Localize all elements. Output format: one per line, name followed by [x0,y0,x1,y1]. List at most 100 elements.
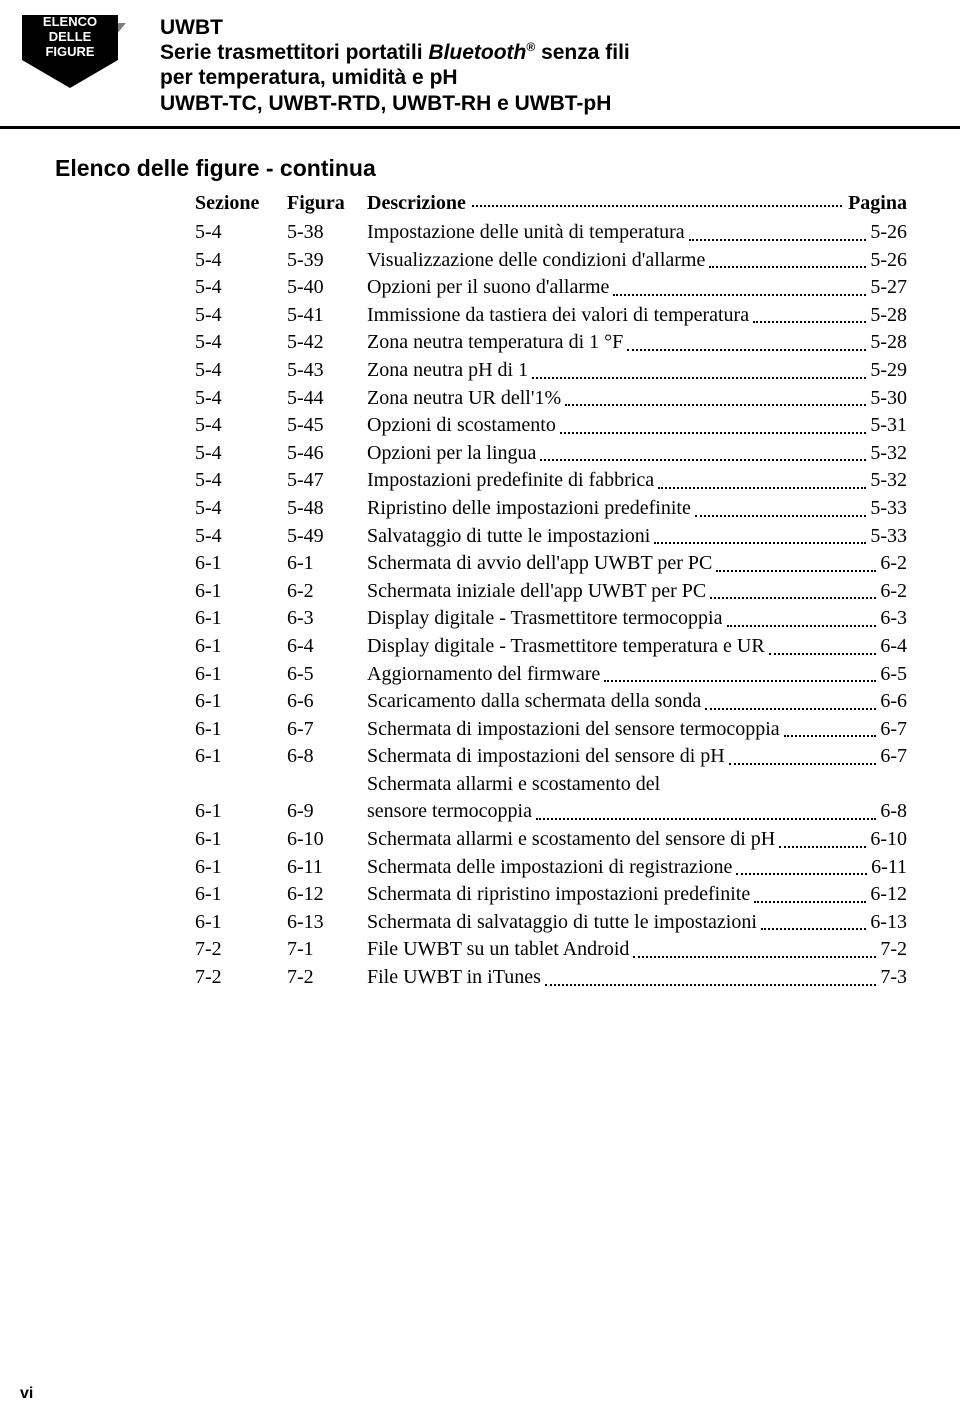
table-row: 5-45-44Zona neutra UR dell'1% 5-30 [195,385,907,413]
cell-sezione: 7-2 [195,936,287,964]
table-row: 5-45-40Opzioni per il suono d'allarme 5-… [195,274,907,302]
cell-descrizione-pagina: Display digitale - Trasmettitore termoco… [367,605,907,633]
cell-sezione: 6-1 [195,798,287,826]
table-row: 6-16-8Schermata di impostazioni del sens… [195,743,907,771]
cell-descrizione-pagina: Visualizzazione delle condizioni d'allar… [367,247,907,275]
table-row: 5-45-47Impostazioni predefinite di fabbr… [195,467,907,495]
cell-figura: 7-2 [287,964,367,992]
cell-descrizione: Impostazione delle unità di temperatura [367,219,685,247]
table-row: 5-45-39Visualizzazione delle condizioni … [195,247,907,275]
cell-descrizione-pagina: Schermata allarmi e scostamento del sens… [367,826,907,854]
badge-label-box: ELENCO DELLE FIGURE [22,15,118,60]
cell-descrizione-pagina: Ripristino delle impostazioni predefinit… [367,495,907,523]
cell-pagina: 5-33 [870,495,907,523]
table-row: 6-16-10Schermata allarmi e scostamento d… [195,826,907,854]
cell-descrizione: Salvataggio di tutte le impostazioni [367,523,650,551]
cell-pagina: 5-30 [870,385,907,413]
table-row: 6-16-12Schermata di ripristino impostazi… [195,881,907,909]
header-title: UWBT [160,15,630,40]
cell-sezione: 6-1 [195,826,287,854]
badge-line1: ELENCO DELLE [22,15,118,45]
cell-descrizione-pagina: Zona neutra pH di 1 5-29 [367,357,907,385]
header-leader-dots [472,192,842,207]
table-row: 6-16-2Schermata iniziale dell'app UWBT p… [195,578,907,606]
cell-descrizione-cont: sensore termocoppia [367,798,532,826]
leader-dots [536,806,876,820]
cell-descrizione-pagina: Schermata di impostazioni del sensore di… [367,743,907,771]
header-divider [0,126,960,129]
table-row: 6-16-13Schermata di salvataggio di tutte… [195,909,907,937]
cell-sezione: 6-1 [195,909,287,937]
cell-descrizione-pagina: Salvataggio di tutte le impostazioni 5-3… [367,523,907,551]
cell-figura: 6-12 [287,881,367,909]
leader-dots [754,889,866,903]
leader-dots [705,696,876,710]
cell-descrizione-pagina: Opzioni di scostamento 5-31 [367,412,907,440]
cell-pagina: 6-2 [880,550,907,578]
cell-descrizione: Zona neutra UR dell'1% [367,385,561,413]
header-sub-post: senza fili [535,41,630,64]
cell-sezione: 5-4 [195,274,287,302]
cell-pagina: 6-12 [870,881,907,909]
col-descrizione-pagina: Descrizione Pagina [367,192,907,215]
cell-pagina: 6-5 [880,661,907,689]
cell-pagina: 5-26 [870,219,907,247]
cell-figura: 5-49 [287,523,367,551]
cell-figura: 6-13 [287,909,367,937]
badge-line2: FIGURE [45,45,94,60]
cell-sezione: 6-1 [195,550,287,578]
header-sub-pre: Serie trasmettitori portatili [160,41,428,64]
cell-descrizione: Schermata delle impostazioni di registra… [367,854,732,882]
leader-dots [613,282,866,296]
table-row: 5-45-41Immissione da tastiera dei valori… [195,302,907,330]
table-row: 6-16-9Schermata allarmi e scostamento de… [195,771,907,826]
cell-sezione: 6-1 [195,661,287,689]
cell-descrizione-pagina: Schermata di avvio dell'app UWBT per PC … [367,550,907,578]
cell-descrizione-pagina: Opzioni per il suono d'allarme 5-27 [367,274,907,302]
cell-sezione: 6-1 [195,854,287,882]
table-row: 6-16-6Scaricamento dalla schermata della… [195,688,907,716]
section-badge: ELENCO DELLE FIGURE [22,15,127,91]
cell-figura: 6-10 [287,826,367,854]
leader-dots [532,365,866,379]
table-row: 5-45-43Zona neutra pH di 1 5-29 [195,357,907,385]
cell-figura: 6-9 [287,798,367,826]
cell-descrizione-pagina: File UWBT in iTunes 7-3 [367,964,907,992]
cell-figura: 6-7 [287,716,367,744]
col-pagina: Pagina [848,192,907,215]
table-row: 6-16-11Schermata delle impostazioni di r… [195,854,907,882]
cell-sezione: 5-4 [195,247,287,275]
leader-dots [689,227,867,241]
cell-pagina: 6-3 [880,605,907,633]
page-number: vi [20,1385,33,1403]
cell-descrizione-pagina: Impostazione delle unità di temperatura … [367,219,907,247]
header-sub-reg: ® [526,40,535,54]
table-row: 5-45-45Opzioni di scostamento 5-31 [195,412,907,440]
leader-dots [736,861,867,875]
cell-sezione: 5-4 [195,385,287,413]
cell-pagina: 5-32 [870,467,907,495]
leader-dots [769,641,877,655]
cell-pagina: 5-31 [870,412,907,440]
col-figura: Figura [287,192,367,215]
cell-descrizione: Schermata di salvataggio di tutte le imp… [367,909,757,937]
cell-figura: 5-38 [287,219,367,247]
leader-dots [658,475,866,489]
cell-descrizione: Opzioni per la lingua [367,440,536,468]
cell-pagina: 5-32 [870,440,907,468]
cell-descrizione-pagina: Schermata di salvataggio di tutte le imp… [367,909,907,937]
header-subtitle: Serie trasmettitori portatili Bluetooth®… [160,40,630,65]
cell-descrizione: Zona neutra temperatura di 1 °F [367,329,623,357]
leader-dots [709,254,866,268]
table-row: 5-45-42Zona neutra temperatura di 1 °F 5… [195,329,907,357]
cell-figura: 7-1 [287,936,367,964]
cell-descrizione-pagina: Impostazioni predefinite di fabbrica 5-3… [367,467,907,495]
cell-descrizione: Aggiornamento del firmware [367,661,600,689]
cell-sezione: 7-2 [195,964,287,992]
cell-descrizione-pagina: Schermata di impostazioni del sensore te… [367,716,907,744]
col-sezione: Sezione [195,192,287,215]
cell-descrizione: Schermata allarmi e scostamento del sens… [367,826,775,854]
cell-pagina: 6-8 [880,798,907,826]
cell-descrizione-pagina: Immissione da tastiera dei valori di tem… [367,302,907,330]
leader-dots [604,668,876,682]
